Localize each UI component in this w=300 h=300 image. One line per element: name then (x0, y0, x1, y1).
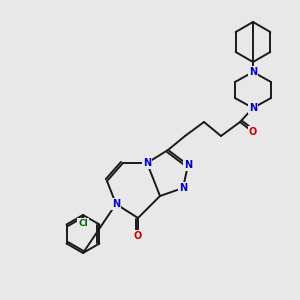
Text: N: N (249, 103, 257, 113)
Text: O: O (134, 231, 142, 241)
Text: N: N (143, 158, 151, 168)
Text: O: O (249, 127, 257, 137)
Text: N: N (184, 160, 192, 170)
Text: N: N (249, 67, 257, 77)
Text: N: N (112, 199, 120, 209)
Text: N: N (179, 183, 187, 193)
Text: Cl: Cl (78, 220, 88, 229)
